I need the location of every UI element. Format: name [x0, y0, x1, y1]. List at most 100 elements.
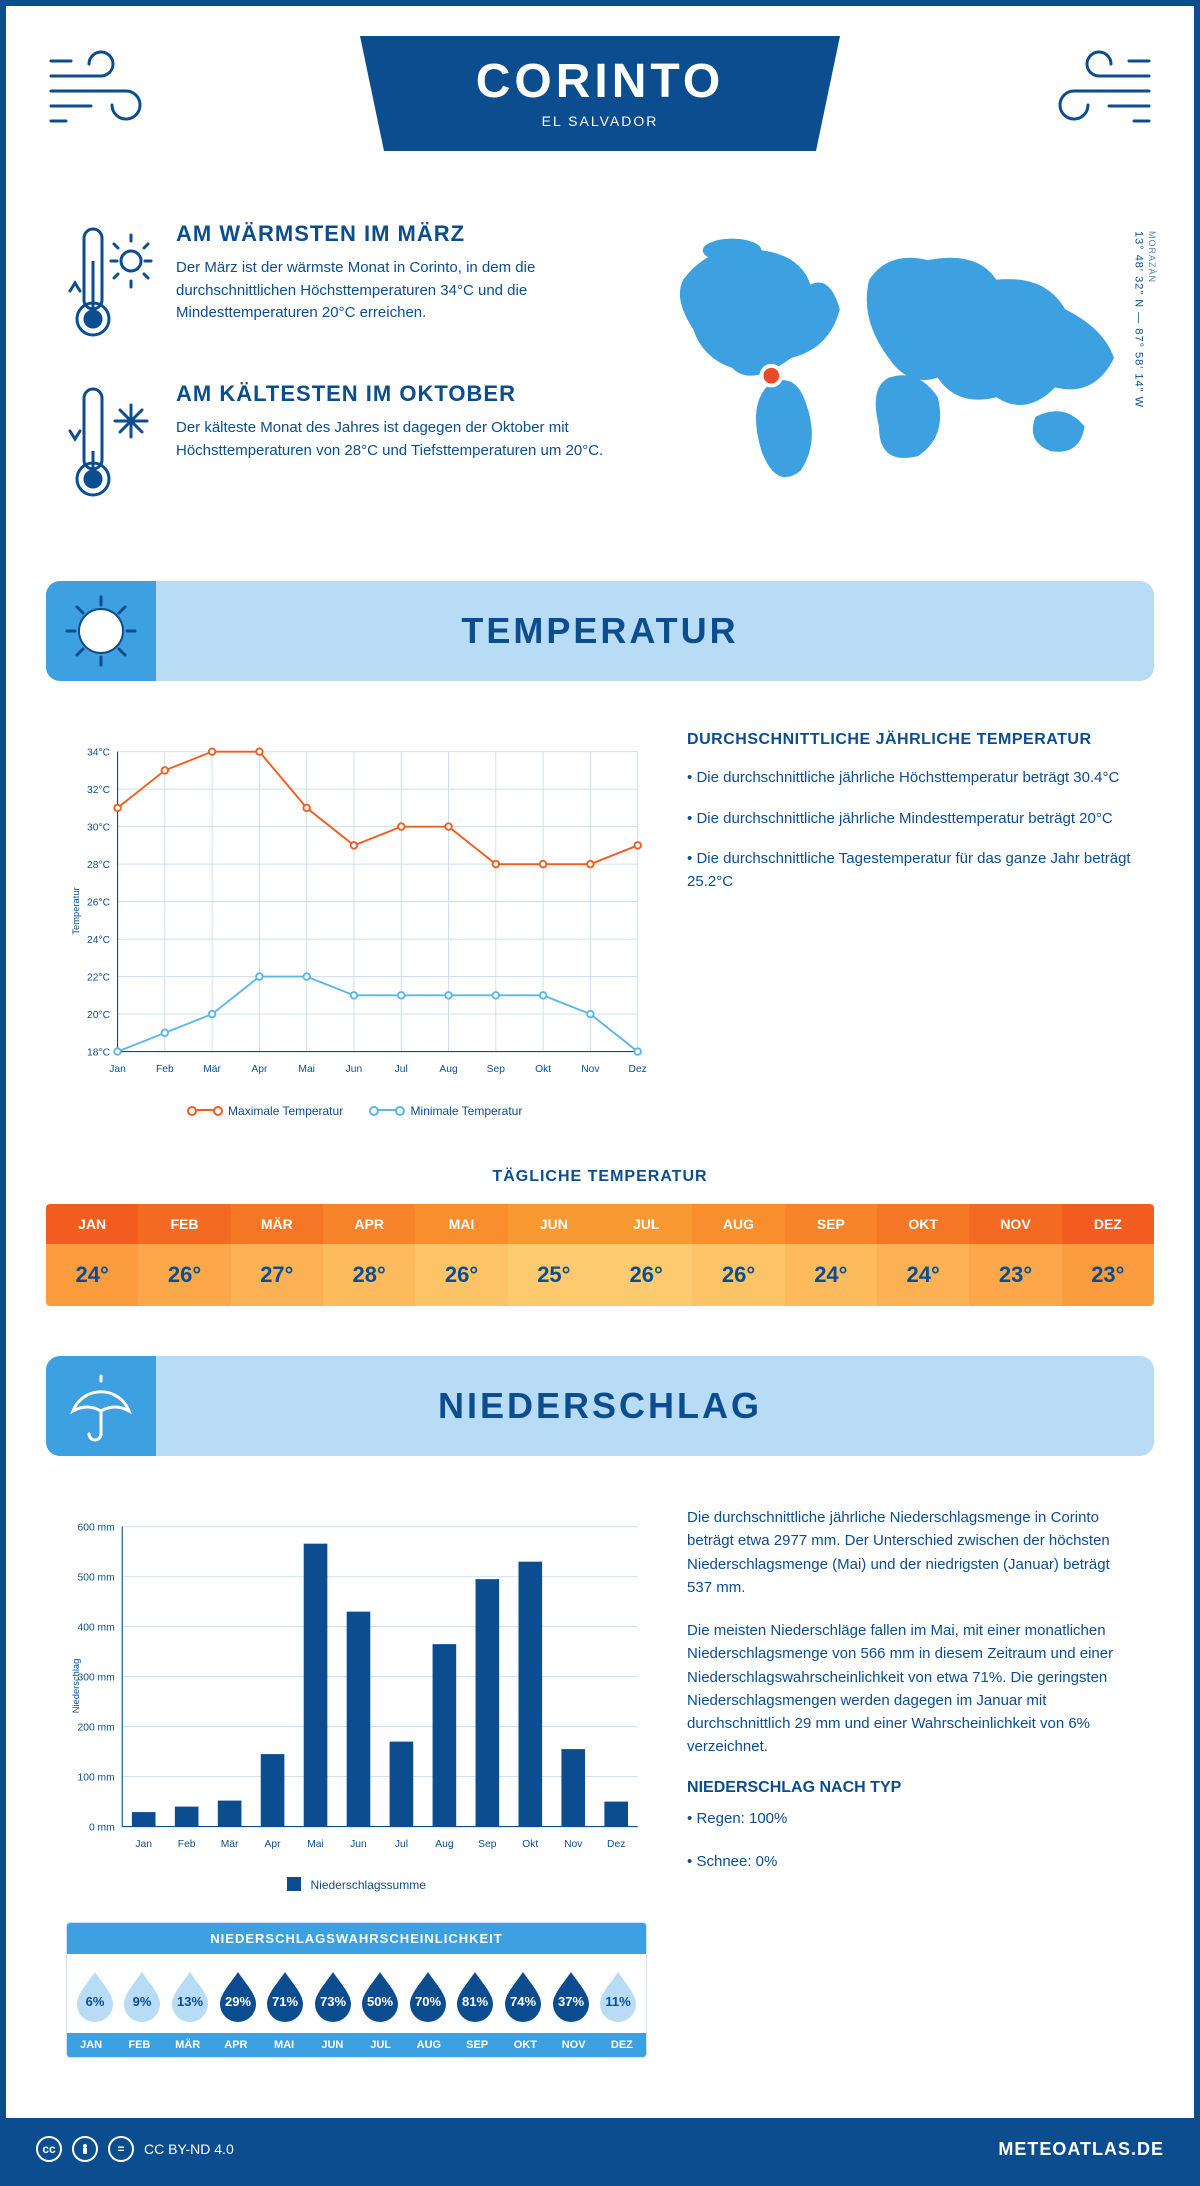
svg-text:Sep: Sep: [487, 1064, 506, 1075]
daily-temp-month: JUL: [600, 1204, 692, 1244]
coldest-fact: AM KÄLTESTEN IM OKTOBER Der kälteste Mon…: [66, 381, 604, 501]
wind-icon: [46, 36, 176, 136]
daily-temp-value: 24°: [46, 1244, 138, 1306]
precip-type1: • Regen: 100%: [687, 1807, 1134, 1830]
temp-side-b2: • Die durchschnittliche jährliche Mindes…: [687, 808, 1134, 831]
precip-p1: Die durchschnittliche jährliche Niedersc…: [687, 1506, 1134, 1599]
svg-text:Niederschlag: Niederschlag: [71, 1659, 81, 1714]
country-subtitle: EL SALVADOR: [380, 113, 820, 129]
precip-type2: • Schnee: 0%: [687, 1850, 1134, 1873]
svg-text:500 mm: 500 mm: [78, 1572, 115, 1583]
svg-text:22°C: 22°C: [87, 972, 111, 983]
warmest-text: Der März ist der wärmste Monat in Corint…: [176, 257, 604, 325]
legend-min: Minimale Temperatur: [373, 1104, 522, 1118]
svg-text:Jul: Jul: [395, 1064, 408, 1075]
daily-temp-month: DEZ: [1062, 1204, 1154, 1244]
daily-temp-month: OKT: [877, 1204, 969, 1244]
svg-text:Okt: Okt: [522, 1839, 538, 1850]
svg-text:13%: 13%: [177, 1994, 203, 2009]
svg-text:50%: 50%: [367, 1994, 393, 2009]
warmest-fact: AM WÄRMSTEN IM MÄRZ Der März ist der wär…: [66, 221, 604, 341]
svg-text:28°C: 28°C: [87, 860, 111, 871]
prob-months-row: JANFEBMÄRAPRMAIJUNJULAUGSEPOKTNOVDEZ: [67, 2033, 646, 2057]
precip-bar-chart: Niederschlag 0 mm 100 mm 200 mm 300 mm 400 mm…: [66, 1506, 647, 1866]
city-title: CORINTO: [380, 54, 820, 109]
temperature-block: Temperatur18°C20°C22°C24°C26°C28°C30°C32…: [6, 711, 1194, 1148]
svg-text:Jan: Jan: [109, 1064, 126, 1075]
temp-legend: Maximale Temperatur Minimale Temperatur: [66, 1104, 647, 1118]
prob-month: JUL: [357, 2033, 405, 2057]
daily-temp-month: AUG: [692, 1204, 784, 1244]
daily-temp-month: SEP: [785, 1204, 877, 1244]
svg-text:Aug: Aug: [439, 1064, 458, 1075]
prob-month: JUN: [308, 2033, 356, 2057]
svg-text:24°C: 24°C: [87, 935, 111, 946]
svg-text:400 mm: 400 mm: [78, 1622, 115, 1633]
prob-drop: 81%: [452, 1968, 500, 2027]
svg-text:100 mm: 100 mm: [78, 1772, 115, 1783]
svg-text:30°C: 30°C: [87, 822, 111, 833]
wind-icon: [1024, 36, 1154, 136]
coldest-text: Der kälteste Monat des Jahres ist dagege…: [176, 417, 604, 462]
svg-text:Jan: Jan: [135, 1839, 152, 1850]
daily-temp-month: NOV: [969, 1204, 1061, 1244]
svg-text:20°C: 20°C: [87, 1010, 111, 1021]
bar-legend: Niederschlagssumme: [66, 1877, 647, 1892]
svg-text:200 mm: 200 mm: [78, 1722, 115, 1733]
svg-text:300 mm: 300 mm: [78, 1672, 115, 1683]
prob-drop: 73%: [309, 1968, 357, 2027]
precip-block: Niederschlag 0 mm 100 mm 200 mm 300 mm 400 mm…: [6, 1486, 1194, 2088]
daily-temp-month: FEB: [138, 1204, 230, 1244]
svg-text:32°C: 32°C: [87, 785, 111, 796]
svg-text:Mai: Mai: [298, 1064, 315, 1075]
prob-drop: 11%: [594, 1968, 642, 2027]
prob-heading: NIEDERSCHLAGSWAHRSCHEINLICHKEIT: [67, 1923, 646, 1954]
daily-temp-value: 24°: [877, 1244, 969, 1306]
precip-section-head: NIEDERSCHLAG: [46, 1356, 1154, 1456]
svg-text:Feb: Feb: [178, 1839, 196, 1850]
temperature-heading: TEMPERATUR: [156, 610, 1154, 652]
world-map-wrap: MORAZÁN 13° 48' 32" N — 87° 58' 14" W: [644, 221, 1134, 500]
svg-text:11%: 11%: [606, 1994, 632, 2009]
title-banner: CORINTO EL SALVADOR: [360, 36, 840, 151]
daily-temp-value: 23°: [969, 1244, 1061, 1306]
intro-section: AM WÄRMSTEN IM MÄRZ Der März ist der wär…: [6, 221, 1194, 581]
daily-temp-value: 26°: [415, 1244, 507, 1306]
prob-month: JAN: [67, 2033, 115, 2057]
world-map-icon: [644, 221, 1134, 495]
license-text: CC BY-ND 4.0: [144, 2141, 234, 2157]
sun-icon: [61, 591, 141, 671]
svg-text:Nov: Nov: [581, 1064, 600, 1075]
svg-text:Feb: Feb: [156, 1064, 174, 1075]
temperature-sidebar: DURCHSCHNITTLICHE JÄHRLICHE TEMPERATUR •…: [687, 731, 1134, 1118]
svg-text:18°C: 18°C: [87, 1047, 111, 1058]
svg-text:9%: 9%: [133, 1994, 152, 2009]
thermometer-cold-icon: [66, 381, 156, 501]
coldest-title: AM KÄLTESTEN IM OKTOBER: [176, 381, 604, 407]
header: CORINTO EL SALVADOR: [6, 6, 1194, 221]
precip-type-heading: NIEDERSCHLAG NACH TYP: [687, 1779, 1134, 1797]
svg-text:0 mm: 0 mm: [89, 1822, 115, 1833]
svg-text:Aug: Aug: [435, 1839, 454, 1850]
prob-month: OKT: [501, 2033, 549, 2057]
temp-side-heading: DURCHSCHNITTLICHE JÄHRLICHE TEMPERATUR: [687, 731, 1134, 749]
temp-chart-wrap: Temperatur18°C20°C22°C24°C26°C28°C30°C32…: [66, 731, 647, 1118]
temp-side-b3: • Die durchschnittliche Tagestemperatur …: [687, 848, 1134, 893]
daily-temp-value: 28°: [323, 1244, 415, 1306]
temperature-section-head: TEMPERATUR: [46, 581, 1154, 681]
prob-month: SEP: [453, 2033, 501, 2057]
svg-text:Jun: Jun: [346, 1064, 363, 1075]
svg-text:70%: 70%: [415, 1994, 441, 2009]
prob-drop: 6%: [71, 1968, 119, 2027]
daily-temp-month: JAN: [46, 1204, 138, 1244]
daily-temp-heading: TÄGLICHE TEMPERATUR: [6, 1168, 1194, 1186]
prob-month: MAI: [260, 2033, 308, 2057]
prob-drop: 29%: [214, 1968, 262, 2027]
sun-icon-box: [46, 581, 156, 681]
coordinates: MORAZÁN 13° 48' 32" N — 87° 58' 14" W: [1130, 231, 1158, 408]
daily-temp-month: MAI: [415, 1204, 507, 1244]
infographic-page: CORINTO EL SALVADOR: [0, 0, 1200, 2186]
coords-text: 13° 48' 32" N — 87° 58' 14" W: [1132, 231, 1144, 408]
prob-drop: 70%: [404, 1968, 452, 2027]
svg-text:26°C: 26°C: [87, 897, 111, 908]
